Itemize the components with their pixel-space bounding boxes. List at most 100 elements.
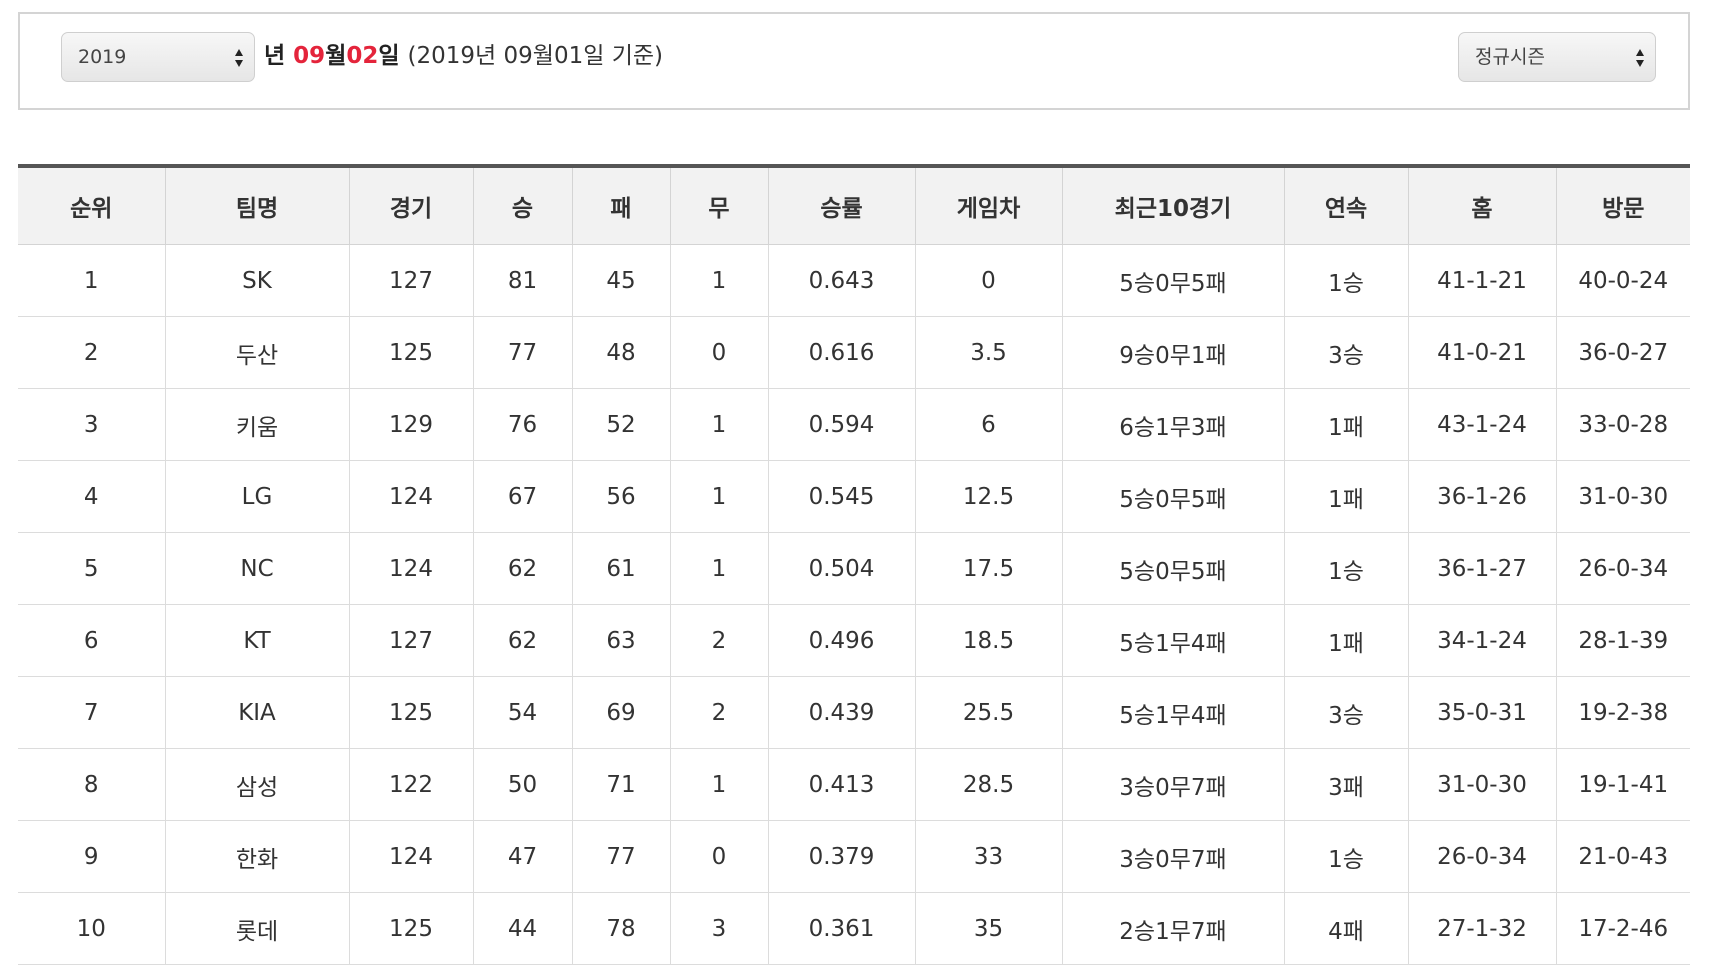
- home-record-cell: 31-0-30: [1407, 748, 1556, 821]
- header-draws: 무: [669, 166, 768, 245]
- last-10-cell: 9승0무1패: [1061, 316, 1284, 389]
- standings-filter-bar: 2019 년 09월02일 (2019년 09월01일 기준) 정규시즌: [18, 12, 1690, 110]
- streak-cell: 1패: [1283, 604, 1408, 677]
- standings-date: 년 09월02일 (2019년 09월01일 기준): [264, 36, 663, 76]
- table-row: 8 삼성 122 50 71 1 0.413 28.5 3승0무7패 3패 31-0-30 19-1-…: [18, 748, 1690, 821]
- last-10-cell: 2승1무7패: [1061, 892, 1284, 965]
- games-cell: 125: [348, 892, 473, 965]
- draws-cell: 1: [669, 244, 768, 317]
- table-row: 6 KT 127 62 63 2 0.496 18.5 5승1무4패 1패 34-1-24 28-1-…: [18, 604, 1690, 677]
- losses-cell: 63: [571, 604, 670, 677]
- away-record-cell: 26-0-34: [1555, 532, 1690, 605]
- header-home: 홈: [1407, 166, 1556, 245]
- table-row: 2 두산 125 77 48 0 0.616 3.5 9승0무1패 3승 41-0-21 36-0-2…: [18, 316, 1690, 389]
- losses-cell: 48: [571, 316, 670, 389]
- games-behind-cell: 33: [914, 820, 1062, 893]
- header-games: 경기: [348, 166, 473, 245]
- games-cell: 127: [348, 604, 473, 677]
- home-record-cell: 43-1-24: [1407, 388, 1556, 461]
- games-cell: 129: [348, 388, 473, 461]
- games-behind-cell: 12.5: [914, 460, 1062, 533]
- rank-cell: 8: [18, 748, 165, 821]
- losses-cell: 52: [571, 388, 670, 461]
- losses-cell: 45: [571, 244, 670, 317]
- date-year-suffix: 년: [264, 43, 294, 69]
- games-behind-cell: 0: [914, 244, 1062, 317]
- updown-arrows-icon: [234, 46, 244, 70]
- last-10-cell: 5승0무5패: [1061, 532, 1284, 605]
- games-cell: 122: [348, 748, 473, 821]
- header-streak: 연속: [1283, 166, 1408, 245]
- games-cell: 124: [348, 532, 473, 605]
- team-cell: 한화: [164, 820, 349, 893]
- wins-cell: 67: [472, 460, 572, 533]
- header-team: 팀명: [164, 166, 349, 245]
- team-cell: KIA: [164, 676, 349, 749]
- draws-cell: 0: [669, 820, 768, 893]
- win-pct-cell: 0.545: [767, 460, 915, 533]
- away-record-cell: 40-0-24: [1555, 244, 1690, 317]
- table-row: 10 롯데 125 44 78 3 0.361 35 2승1무7패 4패 27-1-32 17-2-4…: [18, 892, 1690, 965]
- date-day: 02: [346, 43, 379, 69]
- last-10-cell: 5승1무4패: [1061, 676, 1284, 749]
- games-behind-cell: 28.5: [914, 748, 1062, 821]
- wins-cell: 76: [472, 388, 572, 461]
- last-10-cell: 3승0무7패: [1061, 748, 1284, 821]
- header-wins: 승: [472, 166, 572, 245]
- season-select-value: 정규시즌: [1475, 46, 1545, 68]
- streak-cell: 1승: [1283, 532, 1408, 605]
- home-record-cell: 34-1-24: [1407, 604, 1556, 677]
- home-record-cell: 35-0-31: [1407, 676, 1556, 749]
- rank-cell: 9: [18, 820, 165, 893]
- draws-cell: 1: [669, 748, 768, 821]
- games-cell: 127: [348, 244, 473, 317]
- away-record-cell: 21-0-43: [1555, 820, 1690, 893]
- games-behind-cell: 6: [914, 388, 1062, 461]
- team-cell: 키움: [164, 388, 349, 461]
- rank-cell: 7: [18, 676, 165, 749]
- team-cell: NC: [164, 532, 349, 605]
- date-basis: (2019년 09월01일 기준): [407, 43, 663, 69]
- home-record-cell: 36-1-27: [1407, 532, 1556, 605]
- streak-cell: 3패: [1283, 748, 1408, 821]
- header-win-pct: 승률: [767, 166, 915, 245]
- win-pct-cell: 0.439: [767, 676, 915, 749]
- rank-cell: 5: [18, 532, 165, 605]
- home-record-cell: 26-0-34: [1407, 820, 1556, 893]
- games-cell: 124: [348, 820, 473, 893]
- last-10-cell: 5승1무4패: [1061, 604, 1284, 677]
- rank-cell: 2: [18, 316, 165, 389]
- draws-cell: 0: [669, 316, 768, 389]
- header-losses: 패: [571, 166, 670, 245]
- wins-cell: 54: [472, 676, 572, 749]
- draws-cell: 2: [669, 676, 768, 749]
- header-rank: 순위: [18, 166, 165, 245]
- win-pct-cell: 0.643: [767, 244, 915, 317]
- wins-cell: 47: [472, 820, 572, 893]
- header-away: 방문: [1555, 166, 1690, 245]
- season-select[interactable]: 정규시즌: [1458, 32, 1656, 82]
- win-pct-cell: 0.379: [767, 820, 915, 893]
- standings-table: 순위 팀명 경기 승 패 무 승률 게임차 최근10경기 연속 홈 방문 1 SK 127 81 45 1 0.6…: [18, 164, 1690, 965]
- away-record-cell: 28-1-39: [1555, 604, 1690, 677]
- losses-cell: 56: [571, 460, 670, 533]
- streak-cell: 3승: [1283, 676, 1408, 749]
- wins-cell: 44: [472, 892, 572, 965]
- last-10-cell: 3승0무7패: [1061, 820, 1284, 893]
- date-month-unit: 월: [325, 43, 347, 69]
- header-last-10: 최근10경기: [1061, 166, 1284, 245]
- table-header-row: 순위 팀명 경기 승 패 무 승률 게임차 최근10경기 연속 홈 방문: [18, 166, 1690, 245]
- away-record-cell: 19-2-38: [1555, 676, 1690, 749]
- last-10-cell: 5승0무5패: [1061, 244, 1284, 317]
- home-record-cell: 27-1-32: [1407, 892, 1556, 965]
- draws-cell: 1: [669, 460, 768, 533]
- last-10-cell: 6승1무3패: [1061, 388, 1284, 461]
- losses-cell: 78: [571, 892, 670, 965]
- streak-cell: 1승: [1283, 820, 1408, 893]
- games-cell: 125: [348, 316, 473, 389]
- year-select[interactable]: 2019: [61, 32, 255, 82]
- rank-cell: 3: [18, 388, 165, 461]
- away-record-cell: 19-1-41: [1555, 748, 1690, 821]
- streak-cell: 1승: [1283, 244, 1408, 317]
- home-record-cell: 41-0-21: [1407, 316, 1556, 389]
